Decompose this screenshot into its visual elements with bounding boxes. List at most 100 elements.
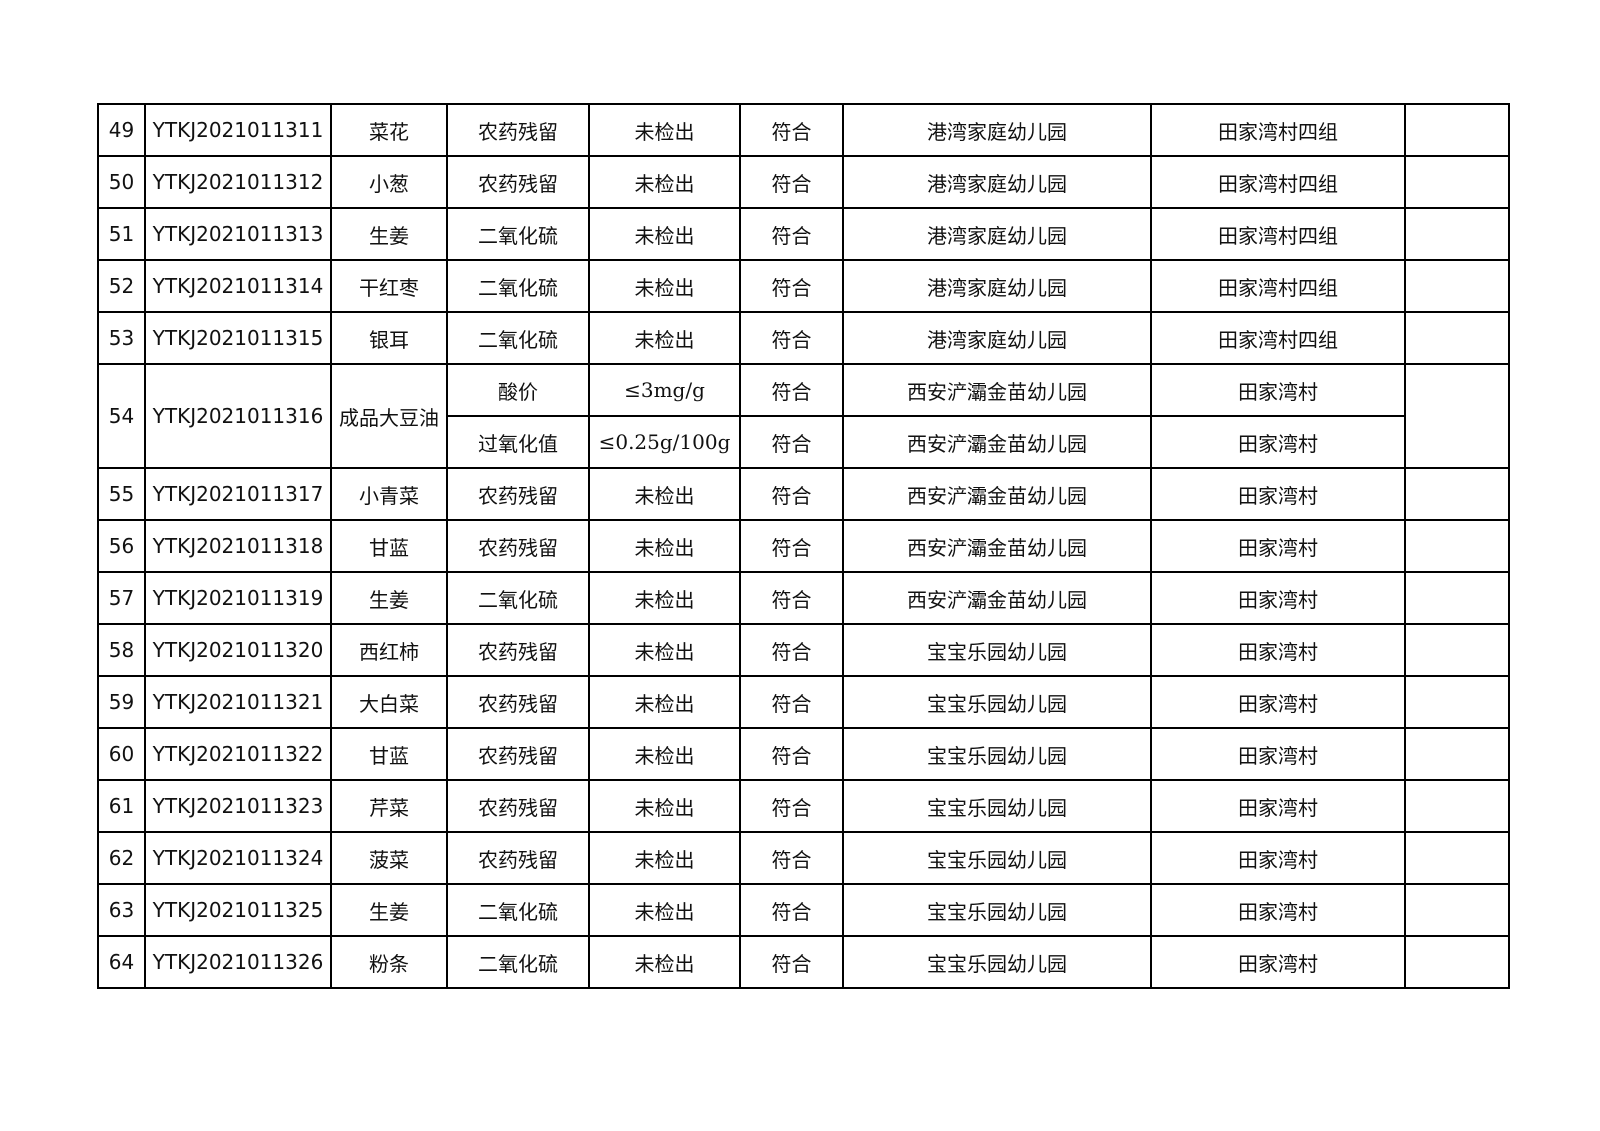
test-item: 农药残留	[446, 831, 590, 885]
verdict: 符合	[739, 311, 844, 365]
row-number: 53	[97, 311, 146, 365]
table-row: 54 YTKJ2021011316 成品大豆油 酸价 ≤3mg/g 符合 西安浐灞金苗幼儿园…	[97, 363, 1510, 469]
test-item: 农药残留	[446, 155, 590, 209]
verdict: 符合	[739, 935, 844, 989]
unit: 宝宝乐园幼儿园	[842, 935, 1152, 989]
test-result: 未检出	[588, 103, 741, 157]
sample-name: 粉条	[330, 935, 448, 989]
table-row: 50 YTKJ2021011312 小葱 农药残留 未检出 符合 港湾家庭幼儿园 田家湾村四组	[97, 155, 1510, 209]
row-number: 56	[97, 519, 146, 573]
address: 田家湾村	[1150, 571, 1406, 625]
row-number: 62	[97, 831, 146, 885]
address: 田家湾村	[1150, 415, 1406, 469]
sample-id: YTKJ2021011312	[144, 155, 332, 209]
test-result: 未检出	[588, 467, 741, 521]
address: 田家湾村	[1150, 467, 1406, 521]
sample-name: 小葱	[330, 155, 448, 209]
unit: 宝宝乐园幼儿园	[842, 623, 1152, 677]
note	[1404, 155, 1510, 209]
note	[1404, 883, 1510, 937]
test-result: 未检出	[588, 311, 741, 365]
row-number: 57	[97, 571, 146, 625]
note	[1404, 467, 1510, 521]
table-row: 63 YTKJ2021011325 生姜 二氧化硫 未检出 符合 宝宝乐园幼儿园 田家湾村	[97, 883, 1510, 937]
unit: 港湾家庭幼儿园	[842, 259, 1152, 313]
sample-id: YTKJ2021011326	[144, 935, 332, 989]
table-row: 61 YTKJ2021011323 芹菜 农药残留 未检出 符合 宝宝乐园幼儿园 田家湾村	[97, 779, 1510, 833]
sample-id: YTKJ2021011318	[144, 519, 332, 573]
note	[1404, 935, 1510, 989]
address: 田家湾村	[1150, 363, 1406, 417]
row-number: 54	[97, 363, 146, 469]
test-result: 未检出	[588, 623, 741, 677]
test-result: 未检出	[588, 935, 741, 989]
sample-name: 西红柿	[330, 623, 448, 677]
note	[1404, 623, 1510, 677]
address: 田家湾村四组	[1150, 259, 1406, 313]
test-result: 未检出	[588, 675, 741, 729]
sample-id: YTKJ2021011319	[144, 571, 332, 625]
row-number: 64	[97, 935, 146, 989]
table-row: 57 YTKJ2021011319 生姜 二氧化硫 未检出 符合 西安浐灞金苗幼儿园 田家湾村	[97, 571, 1510, 625]
table-body: 49 YTKJ2021011311 菜花 农药残留 未检出 符合 港湾家庭幼儿园 田家湾村四组…	[97, 103, 1510, 989]
verdict: 符合	[739, 519, 844, 573]
unit: 宝宝乐园幼儿园	[842, 727, 1152, 781]
note	[1404, 519, 1510, 573]
verdict: 符合	[739, 623, 844, 677]
test-item: 酸价	[446, 363, 590, 417]
sample-id: YTKJ2021011325	[144, 883, 332, 937]
test-item: 农药残留	[446, 467, 590, 521]
note	[1404, 779, 1510, 833]
test-item: 农药残留	[446, 623, 590, 677]
test-item: 农药残留	[446, 779, 590, 833]
test-item: 农药残留	[446, 727, 590, 781]
sample-name: 甘蓝	[330, 519, 448, 573]
note	[1404, 103, 1510, 157]
verdict: 符合	[739, 779, 844, 833]
verdict: 符合	[739, 571, 844, 625]
unit: 宝宝乐园幼儿园	[842, 831, 1152, 885]
note	[1404, 259, 1510, 313]
unit: 宝宝乐园幼儿园	[842, 779, 1152, 833]
sample-id: YTKJ2021011321	[144, 675, 332, 729]
sample-name: 生姜	[330, 883, 448, 937]
address: 田家湾村	[1150, 519, 1406, 573]
row-number: 60	[97, 727, 146, 781]
address: 田家湾村	[1150, 779, 1406, 833]
sample-id: YTKJ2021011311	[144, 103, 332, 157]
table-row: 52 YTKJ2021011314 干红枣 二氧化硫 未检出 符合 港湾家庭幼儿园 田家湾村四…	[97, 259, 1510, 313]
test-result: ≤3mg/g	[588, 363, 741, 417]
sample-id: YTKJ2021011324	[144, 831, 332, 885]
sample-name: 芹菜	[330, 779, 448, 833]
note	[1404, 675, 1510, 729]
test-item: 农药残留	[446, 103, 590, 157]
test-result: 未检出	[588, 831, 741, 885]
address: 田家湾村四组	[1150, 311, 1406, 365]
unit: 西安浐灞金苗幼儿园	[842, 519, 1152, 573]
row-number: 61	[97, 779, 146, 833]
test-item: 农药残留	[446, 519, 590, 573]
test-result: 未检出	[588, 207, 741, 261]
row-number: 52	[97, 259, 146, 313]
test-item: 二氧化硫	[446, 571, 590, 625]
sample-name: 菠菜	[330, 831, 448, 885]
unit: 西安浐灞金苗幼儿园	[842, 415, 1152, 469]
test-item: 二氧化硫	[446, 883, 590, 937]
test-result: 未检出	[588, 571, 741, 625]
sample-id: YTKJ2021011315	[144, 311, 332, 365]
unit: 港湾家庭幼儿园	[842, 311, 1152, 365]
sample-name: 成品大豆油	[330, 363, 448, 469]
test-item: 农药残留	[446, 675, 590, 729]
sample-name: 大白菜	[330, 675, 448, 729]
test-result: ≤0.25g/100g	[588, 415, 741, 469]
test-item: 二氧化硫	[446, 935, 590, 989]
sample-name: 生姜	[330, 571, 448, 625]
address: 田家湾村	[1150, 675, 1406, 729]
row-number: 50	[97, 155, 146, 209]
address: 田家湾村四组	[1150, 103, 1406, 157]
test-result: 未检出	[588, 519, 741, 573]
test-item: 二氧化硫	[446, 207, 590, 261]
sample-name: 生姜	[330, 207, 448, 261]
sample-name: 甘蓝	[330, 727, 448, 781]
row-number: 49	[97, 103, 146, 157]
